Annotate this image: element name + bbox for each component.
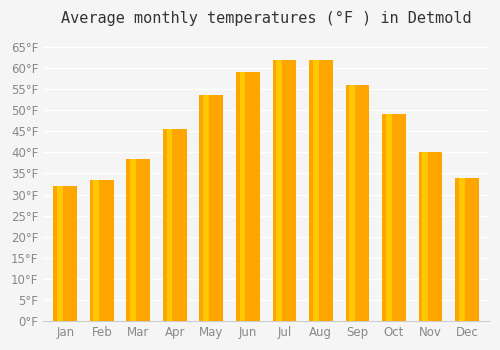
Bar (163, 129, 186, 321)
Bar (130, 159, 136, 321)
Bar (349, 85, 355, 321)
Bar (276, 60, 282, 321)
Bar (200, 96, 223, 321)
Bar (455, 178, 479, 321)
Bar (382, 114, 406, 321)
Bar (272, 60, 296, 321)
Bar (346, 85, 370, 321)
Bar (312, 60, 318, 321)
Bar (309, 60, 333, 321)
Bar (94, 180, 100, 321)
Bar (458, 178, 464, 321)
Bar (422, 152, 428, 321)
Bar (57, 186, 63, 321)
Bar (386, 114, 392, 321)
Bar (166, 129, 172, 321)
Bar (418, 152, 442, 321)
Bar (90, 180, 114, 321)
Bar (126, 159, 150, 321)
Bar (240, 72, 246, 321)
Bar (203, 96, 209, 321)
Title: Average monthly temperatures (°F ) in Detmold: Average monthly temperatures (°F ) in De… (61, 11, 472, 26)
Bar (54, 186, 77, 321)
Bar (236, 72, 260, 321)
